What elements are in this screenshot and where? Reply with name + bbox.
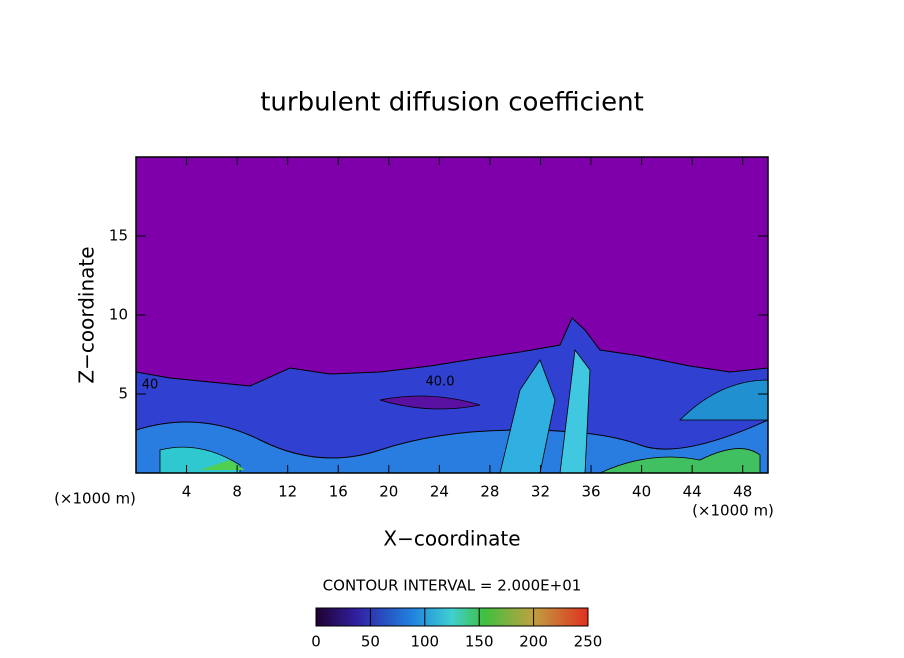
x-tick-label: 32 bbox=[531, 483, 550, 501]
y-tick-label: 5 bbox=[118, 385, 128, 403]
y-unit: (×1000 m) bbox=[54, 490, 136, 508]
colorbar bbox=[315, 607, 589, 627]
colorbar-tick-label: 100 bbox=[410, 633, 439, 651]
contour-label: 40 bbox=[142, 378, 159, 393]
x-tick-label: 4 bbox=[182, 483, 192, 501]
x-tick-label: 28 bbox=[480, 483, 499, 501]
x-tick-label: 20 bbox=[379, 483, 398, 501]
colorbar-tick-label: 200 bbox=[519, 633, 548, 651]
x-tick-label: 40 bbox=[632, 483, 651, 501]
x-tick-label: 36 bbox=[581, 483, 600, 501]
chart-title: turbulent diffusion coefficient bbox=[260, 88, 644, 118]
colorbar-tick-label: 250 bbox=[574, 633, 603, 651]
x-tick-label: 12 bbox=[278, 483, 297, 501]
colorbar-tick-label: 150 bbox=[465, 633, 494, 651]
contour-interval: CONTOUR INTERVAL = 2.000E+01 bbox=[323, 577, 582, 595]
contour-label: 40.0 bbox=[426, 375, 455, 390]
x-tick-label: 44 bbox=[683, 483, 702, 501]
y-tick-label: 15 bbox=[109, 227, 128, 245]
x-unit: (×1000 m) bbox=[692, 502, 774, 520]
y-tick-label: 10 bbox=[109, 306, 128, 324]
x-tick-label: 16 bbox=[329, 483, 348, 501]
x-tick-label: 8 bbox=[232, 483, 242, 501]
x-axis-label: X−coordinate bbox=[383, 527, 520, 551]
x-tick-label: 48 bbox=[733, 483, 752, 501]
colorbar-tick-label: 50 bbox=[361, 633, 380, 651]
y-axis-label: Z−coordinate bbox=[75, 246, 99, 383]
field bbox=[136, 157, 768, 473]
colorbar-tick-label: 0 bbox=[311, 633, 321, 651]
x-tick-label: 24 bbox=[430, 483, 449, 501]
